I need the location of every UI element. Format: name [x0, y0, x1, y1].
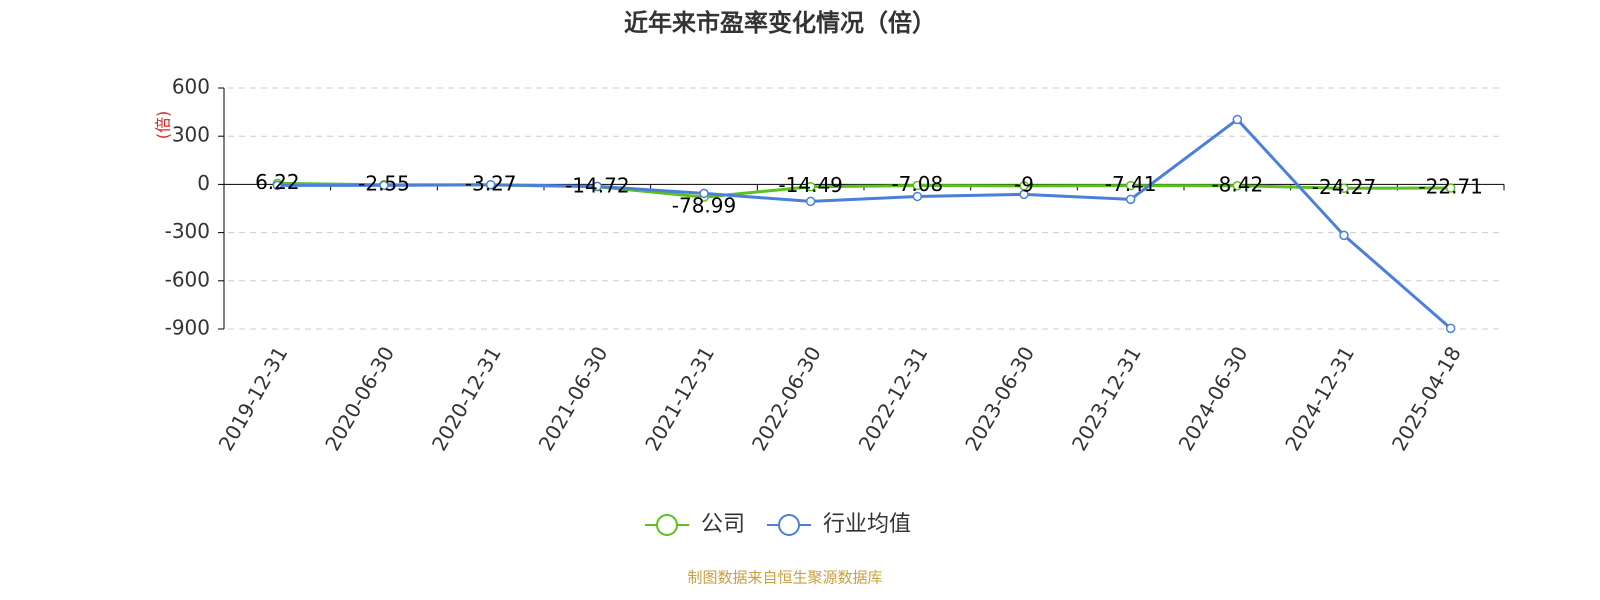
- data-point: [592, 181, 603, 192]
- data-point: [912, 191, 923, 202]
- value-label: -14.49: [778, 173, 842, 197]
- data-point: [379, 180, 389, 191]
- y-tick-label: -900: [165, 316, 210, 340]
- data-point: [805, 196, 816, 207]
- x-tick-label: 2022-06-30: [747, 342, 826, 455]
- x-tick-label: 2021-12-31: [640, 342, 719, 455]
- x-tick-label: 2021-06-30: [534, 342, 613, 455]
- data-point: [485, 179, 496, 190]
- y-tick-label: 300: [172, 123, 210, 147]
- y-axis-label: (倍): [154, 111, 173, 140]
- series-line: [277, 117, 1452, 330]
- data-point: [1339, 230, 1349, 241]
- y-tick-label: 0: [197, 171, 210, 195]
- legend-label: 公司: [701, 512, 745, 537]
- y-tick-label: 600: [172, 75, 210, 99]
- value-label: -14.72: [565, 173, 629, 197]
- data-point: [1445, 323, 1456, 334]
- x-tick-label: 2023-12-31: [1067, 342, 1146, 455]
- chart-title: 近年来市盈率变化情况（倍）: [624, 9, 936, 37]
- value-label: -22.71: [1418, 175, 1482, 199]
- x-tick-label: 2022-12-31: [854, 342, 933, 455]
- value-label: -2.55: [358, 171, 410, 195]
- x-tick-label: 2025-04-18: [1387, 342, 1466, 455]
- data-point: [912, 180, 923, 191]
- x-tick-label: 2020-06-30: [320, 342, 399, 455]
- x-tick-label: 2019-12-31: [214, 342, 293, 455]
- value-label: 6.22: [255, 170, 300, 194]
- x-tick-label: 2024-06-30: [1174, 342, 1253, 455]
- data-point: [805, 181, 816, 192]
- legend-marker: [656, 514, 678, 536]
- value-label: -24.27: [1312, 175, 1376, 199]
- data-point: [1125, 194, 1136, 205]
- x-tick-label: 2024-12-31: [1280, 342, 1359, 455]
- value-label: -3.27: [465, 171, 517, 195]
- x-tick-label: 2020-12-31: [427, 342, 506, 455]
- data-point: [1445, 183, 1456, 193]
- y-tick-label: -300: [165, 219, 210, 243]
- data-point: [272, 180, 283, 191]
- value-label: -7.08: [891, 172, 943, 196]
- data-point: [1232, 181, 1243, 191]
- value-label: -78.99: [672, 194, 736, 218]
- data-point: [1339, 183, 1349, 194]
- value-label: -9: [1014, 172, 1034, 196]
- value-label: -7.41: [1105, 172, 1157, 196]
- legend-marker: [778, 514, 801, 536]
- value-label: -8.42: [1211, 172, 1263, 196]
- data-point: [1019, 189, 1029, 200]
- data-point: [1125, 180, 1136, 191]
- x-tick-label: 2023-06-30: [960, 342, 1039, 455]
- data-point: [699, 188, 709, 199]
- legend-label: 行业均值: [823, 512, 911, 537]
- data-point: [1232, 114, 1243, 125]
- source-note: 制图数据来自恒生聚源数据库: [687, 569, 882, 587]
- y-tick-label: -600: [165, 267, 210, 291]
